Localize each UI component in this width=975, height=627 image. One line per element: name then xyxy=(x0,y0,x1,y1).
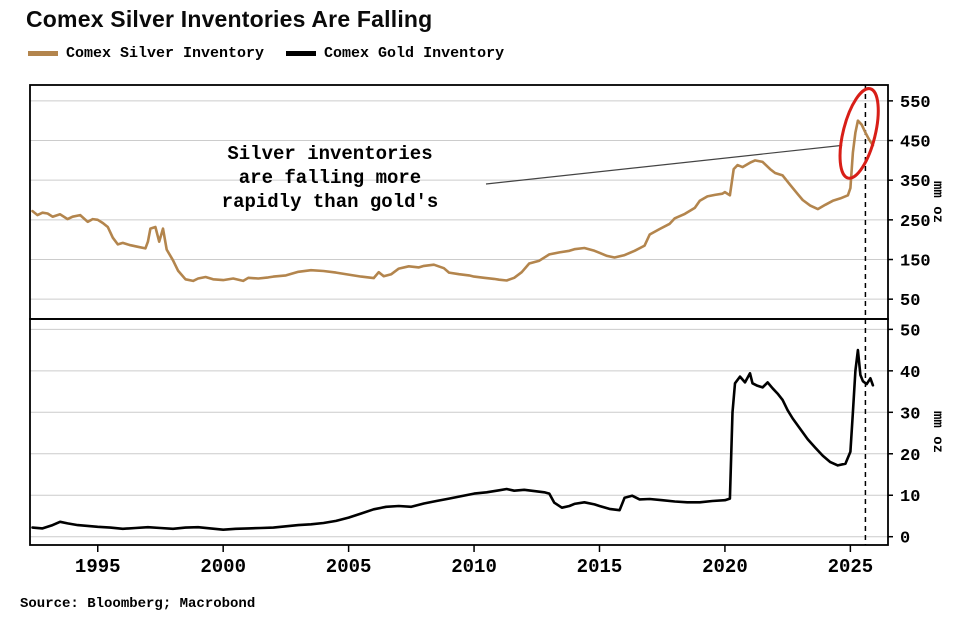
annotation-line-1: Silver inventories xyxy=(227,143,433,165)
dual-panel-line-chart: 50 150 250 350 450 550 mm oz 0 10 20 30 40 50 mm oz 19… xyxy=(29,84,945,578)
legend-label-gold: Comex Gold Inventory xyxy=(324,45,505,62)
y-tick-label: 450 xyxy=(900,134,931,153)
annotation-callout-line xyxy=(485,144,843,185)
y-tick-label: 550 xyxy=(900,94,931,113)
chart-annotation: Silver inventories are falling more rapi… xyxy=(170,142,490,214)
y-axis-unit-label: mm oz xyxy=(929,181,945,223)
y-tick-label: 250 xyxy=(900,213,931,232)
y-tick-label: 0 xyxy=(900,530,910,549)
highlight-ellipse xyxy=(838,87,880,180)
chart-legend: Comex Silver Inventory Comex Gold Invent… xyxy=(28,45,504,62)
gold-series-line xyxy=(31,348,875,532)
legend-label-silver: Comex Silver Inventory xyxy=(66,45,265,62)
silver-legend-swatch-icon xyxy=(28,51,58,56)
legend-item-gold: Comex Gold Inventory xyxy=(286,45,504,62)
y-axis-unit-label: mm oz xyxy=(929,411,945,453)
x-tick-label: 2005 xyxy=(326,556,372,578)
gold-legend-swatch-icon xyxy=(286,51,317,56)
y-tick-label: 30 xyxy=(900,405,920,424)
silver-series-line xyxy=(31,119,875,283)
y-tick-label: 350 xyxy=(900,173,931,192)
source-note: Source: Bloomberg; Macrobond xyxy=(20,596,256,612)
y-tick-label: 150 xyxy=(900,253,931,272)
legend-item-silver: Comex Silver Inventory xyxy=(28,45,264,62)
x-tick-label: 2015 xyxy=(577,556,623,578)
y-tick-label: 50 xyxy=(900,322,920,341)
y-tick-label: 20 xyxy=(900,447,920,466)
x-tick-label: 2020 xyxy=(702,556,748,578)
x-tick-label: 2000 xyxy=(200,556,246,578)
chart-title: Comex Silver Inventories Are Falling xyxy=(26,6,433,32)
annotation-line-2: are falling more xyxy=(238,167,422,189)
y-tick-label: 40 xyxy=(900,364,920,383)
y-tick-label: 10 xyxy=(900,488,920,507)
x-tick-label: 2010 xyxy=(451,556,497,578)
x-tick-label: 1995 xyxy=(75,556,121,578)
x-tick-label: 2025 xyxy=(828,556,874,578)
gold-panel-frame xyxy=(29,318,889,546)
annotation-line-3: rapidly than gold's xyxy=(221,191,439,213)
y-tick-label: 50 xyxy=(900,292,920,311)
